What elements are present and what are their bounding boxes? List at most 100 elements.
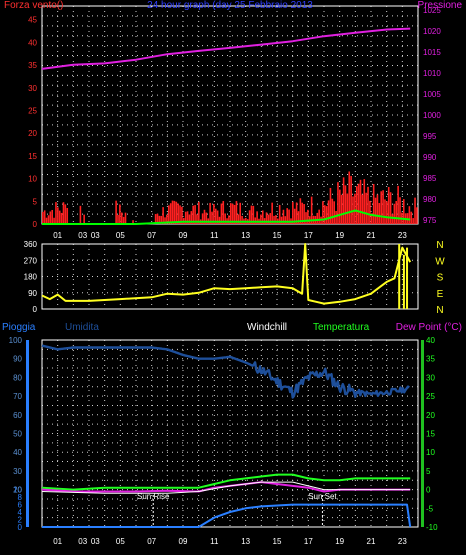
wind-bar: [389, 192, 392, 224]
wind-axis-title: Forza vento(): [4, 0, 63, 11]
hour-tick-label: 13: [241, 537, 250, 546]
plot-frame: [41, 339, 419, 528]
humidity-axis-title: Umidita: [65, 322, 99, 333]
wind-bar: [171, 200, 174, 224]
left-tick-label: 60: [13, 411, 22, 420]
hour-tick-label: 19: [335, 231, 344, 240]
wind-bar: [374, 197, 377, 224]
wind-bar: [350, 175, 352, 224]
left-tick-label: 8: [18, 493, 23, 502]
pressure-tick-label: 990: [423, 153, 437, 162]
wind-bar: [397, 185, 399, 224]
wind-bar: [160, 215, 163, 224]
wind-bar: [169, 203, 172, 224]
temperature-tick-label: 5: [426, 467, 431, 476]
dewpoint-axis-title: Dew Point (°C): [396, 322, 462, 333]
direction-tick-label: 0: [33, 305, 38, 314]
sunset-label: Sun Set: [308, 492, 337, 501]
hour-tick-label: 15: [273, 231, 282, 240]
wind-bar: [194, 205, 196, 224]
wind-bar: [324, 205, 326, 224]
wind-bar: [269, 213, 272, 224]
wind-tick-label: 40: [28, 38, 37, 47]
wind-bar: [299, 198, 302, 224]
wind-bar: [335, 211, 337, 224]
wind-bar: [292, 202, 294, 224]
wind-bar: [49, 211, 52, 224]
wind-bar: [357, 183, 360, 224]
wind-bar: [179, 205, 181, 224]
pressure-tick-label: 980: [423, 195, 437, 204]
pressure-tick-label: 1015: [423, 48, 441, 57]
wind-bar: [275, 215, 277, 224]
wind-bar: [382, 190, 384, 224]
hour-tick-label: 11: [210, 231, 219, 240]
hour-tick-label: 23: [398, 537, 407, 546]
wind-bar: [416, 207, 418, 224]
wind-bar: [173, 200, 176, 224]
wind-bar: [198, 201, 200, 224]
hour-tick-label: 03: [78, 231, 87, 240]
wind-bar: [271, 202, 273, 224]
temperature-tick-label: 25: [426, 392, 435, 401]
wind-bar: [278, 204, 281, 224]
sunrise-label: Sun Rise: [137, 492, 170, 501]
wind-bar: [248, 210, 251, 224]
hour-tick-label: 05: [116, 537, 125, 546]
wind-bar: [346, 193, 349, 224]
pressure-tick-label: 1010: [423, 69, 441, 78]
hour-tick-label: 21: [367, 537, 376, 546]
wind-bar: [363, 179, 366, 224]
wind-bar: [117, 214, 119, 224]
wind-bar: [66, 208, 69, 224]
wind-bar: [372, 184, 375, 224]
left-tick-label: 90: [13, 355, 22, 364]
hour-tick-label: 17: [304, 231, 313, 240]
compass-letter-w: W: [435, 256, 445, 267]
hour-tick-label: 11: [210, 537, 219, 546]
wind-bar: [331, 198, 334, 224]
wind-bar: [120, 212, 123, 224]
wind-bar: [53, 217, 55, 224]
rain-line: [42, 503, 412, 528]
windchill-axis-title: Windchill: [247, 322, 287, 333]
compass-letter-n: N: [436, 240, 443, 251]
wind-bar: [395, 201, 398, 224]
wind-bar: [260, 214, 262, 224]
wind-tick-label: 35: [28, 61, 37, 70]
wind-bar: [354, 193, 356, 224]
wind-bar: [384, 199, 386, 224]
left-tick-label: 4: [18, 508, 23, 517]
wind-bar: [369, 200, 371, 224]
wind-bar: [267, 214, 270, 224]
wind-bar: [119, 204, 121, 224]
wind-bar: [329, 187, 332, 224]
left-tick-label: 100: [9, 336, 23, 345]
pressure-axis-title: Pressione: [418, 0, 463, 11]
wind-bar: [288, 209, 290, 224]
wind-bar: [333, 201, 335, 224]
wind-bar: [51, 209, 53, 224]
pressure-tick-label: 1000: [423, 111, 441, 120]
wind-bar: [224, 213, 226, 224]
left-tick-label: 6: [18, 501, 23, 510]
hour-tick-label: 19: [335, 537, 344, 546]
wind-bar: [162, 207, 164, 224]
wind-bar: [355, 186, 358, 224]
wind-bar: [376, 194, 379, 224]
direction-tick-label: 360: [24, 240, 38, 249]
wind-bar: [228, 215, 230, 224]
wind-bar: [367, 186, 369, 224]
left-tick-label: 20: [13, 486, 22, 495]
wind-bar: [222, 201, 225, 224]
wind-bar: [286, 208, 288, 224]
wind-bar: [190, 211, 193, 224]
hour-tick-label: 07: [147, 231, 156, 240]
hour-tick-label: 03: [91, 537, 100, 546]
hour-tick-label: 09: [179, 537, 188, 546]
direction-grid: [41, 243, 419, 310]
wind-tick-label: 25: [28, 106, 37, 115]
wind-bar: [273, 215, 275, 224]
wind-bar: [261, 210, 264, 224]
wind-bar: [213, 203, 215, 224]
